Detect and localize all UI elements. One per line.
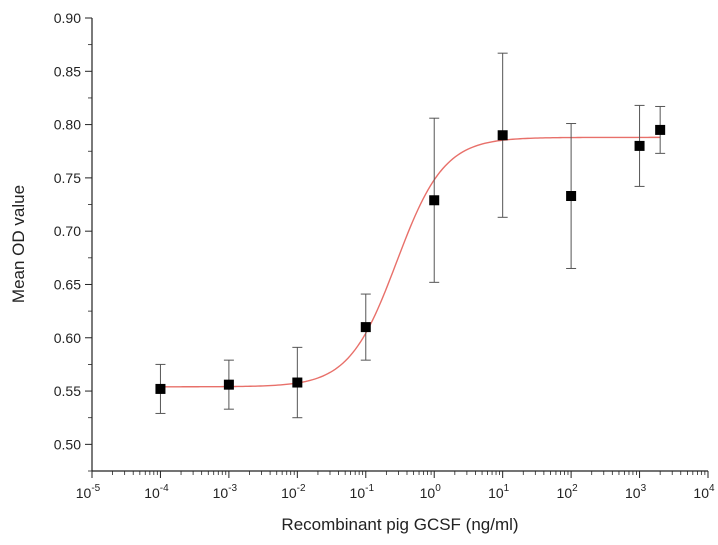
x-tick-label: 102 — [557, 483, 579, 501]
data-points — [155, 52, 666, 419]
x-tick-label: 100 — [420, 483, 442, 501]
y-tick-label: 0.60 — [54, 330, 81, 346]
x-tick-label: 10-5 — [76, 483, 101, 501]
x-tick-label: 10-3 — [213, 483, 238, 501]
data-point — [566, 191, 577, 202]
y-tick-label: 0.85 — [54, 63, 81, 79]
x-tick-label: 10-1 — [350, 483, 375, 501]
y-tick-label: 0.90 — [54, 10, 81, 26]
x-axis-ticks: 10-5 10-4 10-3 10-2 10-1 100 101 102 103 104 — [76, 471, 715, 501]
data-point — [360, 322, 371, 333]
x-tick-label: 10-4 — [144, 483, 169, 501]
data-point — [429, 195, 440, 206]
data-point — [223, 379, 234, 390]
data-point — [292, 377, 303, 388]
data-point — [655, 124, 666, 135]
x-tick-label: 104 — [693, 483, 715, 501]
plot-frame — [91, 18, 708, 472]
y-axis-ticks: 0.50 0.55 0.60 0.65 0.70 0.75 0.80 0.85 0.90 — [54, 10, 92, 472]
fit-curve — [160, 136, 661, 388]
x-tick-label: 101 — [488, 483, 510, 501]
y-tick-label: 0.50 — [54, 436, 81, 452]
data-point — [497, 130, 508, 141]
x-tick-label: 103 — [625, 483, 647, 501]
y-tick-label: 0.55 — [54, 383, 81, 399]
y-tick-label: 0.75 — [54, 170, 81, 186]
x-tick-label: 10-2 — [281, 483, 306, 501]
y-axis-title: Mean OD value — [9, 185, 28, 303]
y-tick-label: 0.70 — [54, 223, 81, 239]
data-point — [634, 140, 645, 151]
y-tick-label: 0.65 — [54, 276, 81, 292]
y-tick-label: 0.80 — [54, 117, 81, 133]
data-point — [155, 383, 166, 394]
x-axis-title: Recombinant pig GCSF (ng/ml) — [281, 515, 518, 534]
